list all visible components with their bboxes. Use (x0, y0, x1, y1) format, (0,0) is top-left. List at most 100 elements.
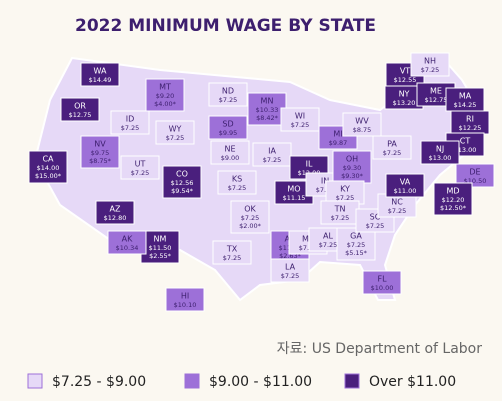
state-wage: $12.75 (69, 111, 92, 119)
state: MN$10.33$8.42* (247, 92, 287, 126)
state-wage: $12.25 (459, 124, 482, 132)
state-shape (433, 182, 473, 216)
state-wage: $7.25 (347, 241, 366, 249)
state-code: MA (459, 92, 472, 101)
state: ND$7.25 (208, 82, 248, 107)
state-wage: $9.20 (156, 92, 175, 100)
state-code: SD (222, 120, 233, 129)
state-code: AK (122, 235, 133, 244)
state-code: MO (287, 185, 300, 194)
state: AK$10.34 (107, 230, 147, 255)
state-shape (208, 115, 248, 140)
state-code: NH (424, 57, 436, 66)
state: ID$7.25 (110, 110, 150, 135)
state-shape (342, 112, 382, 137)
state-shape (155, 120, 195, 145)
state: MD$12.20$12.50* (433, 182, 473, 216)
state-code: NV (94, 140, 106, 149)
state-wage: $7.25 (331, 214, 350, 222)
state-code: ID (126, 115, 135, 124)
state-wage: $11.50 (149, 244, 172, 252)
state-wage: $10.00 (371, 284, 394, 292)
state-shape (80, 135, 120, 169)
state: FL$10.00 (362, 270, 402, 295)
state-code: CO (176, 170, 188, 179)
state-wage: $8.75* (89, 157, 112, 165)
state-shape (162, 165, 202, 199)
state-wage: $12.50* (440, 204, 467, 212)
state-shape (217, 170, 257, 195)
state-shape (28, 150, 68, 184)
state-code: OH (346, 155, 358, 164)
state-code: NY (399, 90, 410, 99)
state-wage: $11.00 (394, 187, 417, 195)
state: WV$8.75 (342, 112, 382, 137)
state-code: PA (387, 140, 397, 149)
state-code: FL (377, 275, 387, 284)
title: 2022 MINIMUM WAGE BY STATE (75, 16, 376, 36)
state-shape (60, 97, 100, 122)
state-shape (145, 78, 185, 112)
state-code: DE (469, 168, 480, 177)
state: RI$12.25 (450, 110, 490, 135)
state: CO$12.56$9.54* (162, 165, 202, 199)
state-wage: $7.25 (316, 186, 335, 194)
states: WA$14.49OR$12.75CA$14.00$15.00*NV$9.75$8… (28, 52, 495, 312)
state-code: ND (222, 87, 234, 96)
legend-swatch (184, 373, 200, 389)
state-code: KS (232, 175, 242, 184)
state-code: WY (169, 125, 182, 134)
state: LA$7.25 (270, 258, 310, 283)
state-shape (336, 227, 376, 261)
state-shape (420, 140, 460, 165)
state-wage: $7.25 (421, 66, 440, 74)
state: NM$11.50$2.55* (140, 230, 180, 264)
state-wage: $7.25 (219, 96, 238, 104)
legend: $7.25 - $9.00 $9.00 - $11.00 Over $11.00 (27, 373, 456, 390)
state-shape (332, 150, 372, 184)
state-wage: $7.25 (263, 156, 282, 164)
state: SD$9.95 (208, 115, 248, 140)
legend-swatch (27, 373, 43, 389)
state: IA$7.25 (252, 142, 292, 167)
state-code: GA (350, 232, 362, 241)
state-shape (80, 62, 120, 87)
state-shape (362, 270, 402, 295)
state-shape (165, 287, 205, 312)
state-shape (410, 52, 450, 77)
state: WY$7.25 (155, 120, 195, 145)
state-code: AZ (110, 205, 121, 214)
state-wage: $12.56 (171, 179, 194, 187)
state-wage: $9.54* (171, 187, 194, 195)
state-code: NC (391, 198, 403, 207)
state-wage: $9.30* (341, 172, 364, 180)
state-code: NM (154, 235, 167, 244)
state-shape (120, 155, 160, 180)
state-wage: $9.75 (91, 149, 110, 157)
state-shape (212, 240, 252, 265)
state-wage: $2.63* (279, 252, 302, 260)
state-shape (208, 82, 248, 107)
state: DE$10.50 (455, 163, 495, 188)
state-wage: $12.75 (425, 96, 448, 104)
state-code: OK (244, 205, 256, 214)
state-code: TX (226, 245, 238, 254)
state-wage: $7.25 (388, 207, 407, 215)
state-wage: $12.80 (104, 214, 127, 222)
state-code: CA (42, 155, 54, 164)
state-shape (252, 142, 292, 167)
state: NH$7.25 (410, 52, 450, 77)
state-code: WI (295, 112, 305, 121)
state-wage: $12.55 (394, 76, 417, 84)
state-code: HI (181, 292, 189, 301)
state-wage: $13.20 (393, 99, 416, 107)
state: KS$7.25 (217, 170, 257, 195)
state-shape (95, 200, 135, 225)
state: HI$10.10 (165, 287, 205, 312)
state-code: MS (302, 235, 314, 244)
state-wage: $8.75 (353, 126, 372, 134)
state-code: MN (261, 97, 274, 106)
state-code: SC (370, 213, 381, 222)
state-wage: $7.25 (281, 272, 300, 280)
